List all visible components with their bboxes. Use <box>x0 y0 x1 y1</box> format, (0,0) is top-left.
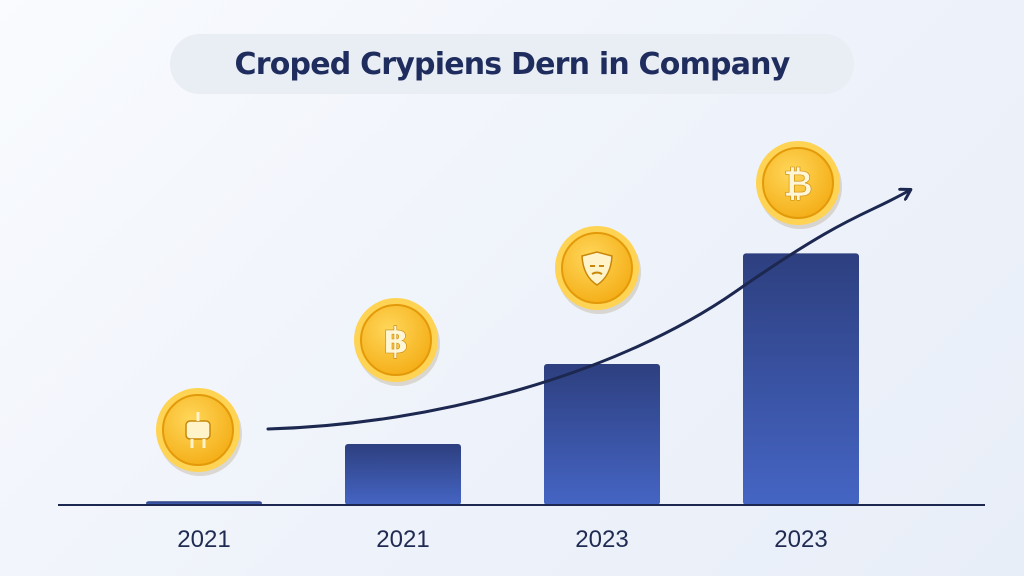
coin-symbol: ฿ <box>383 321 408 362</box>
shield-coin-icon <box>555 226 641 314</box>
coin-symbol: ₿ <box>783 164 812 205</box>
x-tick-label: 2023 <box>774 526 827 553</box>
chart-title-banner: Croped Crypiens Dern in Company <box>170 34 854 94</box>
bar-2 <box>345 444 461 505</box>
shield-face <box>590 265 604 275</box>
trend-arrow <box>266 190 910 431</box>
robot-legs <box>190 439 206 448</box>
shield-glyph <box>581 251 613 286</box>
robot-glyph <box>185 420 211 440</box>
tick-labels-layer: 2021 2021 2023 2023 <box>177 526 827 553</box>
bar-4 <box>743 253 859 505</box>
bar-3 <box>544 363 660 505</box>
x-tick-label: 2021 <box>376 526 429 553</box>
x-tick-label: 2021 <box>177 526 230 553</box>
coin-face <box>762 147 834 219</box>
baht-coin-icon: ฿ <box>354 298 440 386</box>
bars-layer <box>146 253 859 505</box>
coin-face <box>360 304 432 376</box>
bitcoin-coin-icon: ₿ <box>756 141 842 229</box>
robot-coin-icon <box>156 388 242 476</box>
x-tick-label: 2023 <box>575 526 628 553</box>
chart-title: Croped Crypiens Dern in Company <box>234 46 791 82</box>
coins-layer: ฿₿ <box>156 141 842 476</box>
